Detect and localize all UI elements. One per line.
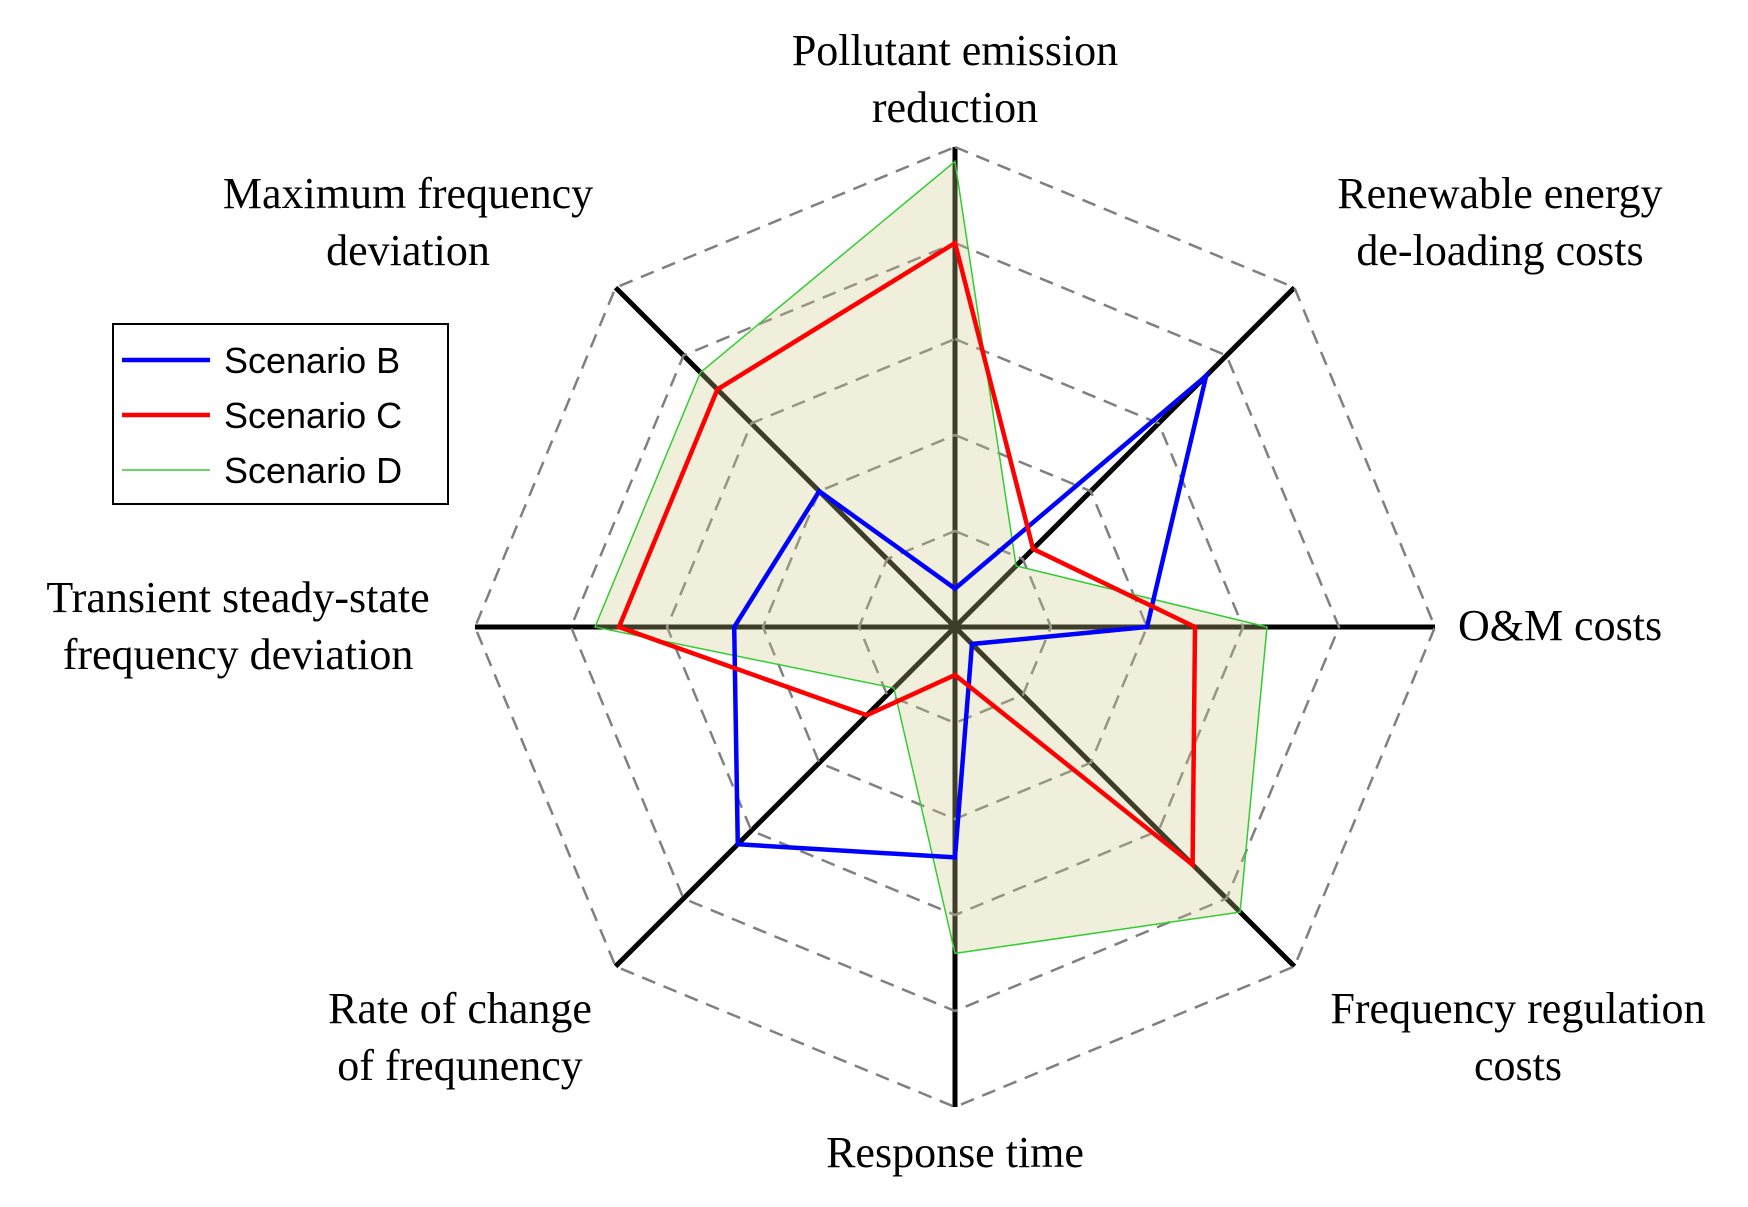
grid-ring: [665, 337, 1245, 917]
axis-label: Transient steady-state frequency deviatio…: [46, 573, 429, 679]
axis-label: Rate of change of frequnency: [328, 984, 592, 1090]
grid-ring: [569, 241, 1341, 1013]
grid-ring: [761, 433, 1149, 821]
grid: [473, 145, 1437, 1109]
axis-spoke: [613, 625, 957, 969]
axis-labels: Pollutant emission reduction Renewable ene…: [46, 26, 1705, 1177]
legend-label: Scenario C: [224, 395, 402, 436]
legend-label: Scenario B: [224, 340, 400, 381]
axis-label: O&M costs: [1458, 601, 1662, 650]
legend: Scenario B Scenario C Scenario D: [112, 323, 449, 505]
series-scenario-c: [616, 239, 1198, 870]
axis-label: Renewable energy de-loading costs: [1337, 169, 1662, 275]
grid-ring: [473, 145, 1437, 1109]
grid-ring: [857, 529, 1053, 725]
axis-spoke: [613, 285, 957, 629]
series-scenario-d: [593, 159, 1268, 955]
axis-label: Pollutant emission reduction: [792, 26, 1118, 132]
legend-label: Scenario D: [224, 450, 402, 491]
axis-spoke: [953, 285, 1297, 629]
axis-label: Maximum frequency deviation: [223, 169, 593, 275]
axis-label: Frequency regulation costs: [1330, 984, 1705, 1090]
series-scenario-b: [731, 369, 1210, 860]
axis-label: Response time: [826, 1128, 1084, 1177]
axis-spoke: [953, 625, 1297, 969]
series-layer: [593, 159, 1268, 955]
